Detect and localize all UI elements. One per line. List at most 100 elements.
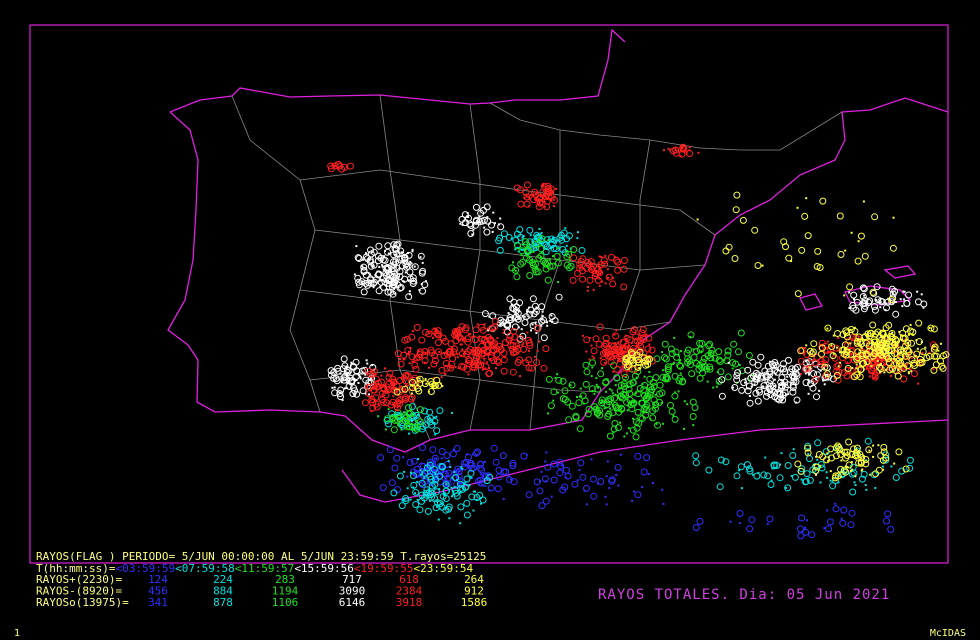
- strike: [841, 341, 849, 349]
- strike: [706, 380, 709, 383]
- strike: [353, 394, 356, 397]
- strike: [489, 340, 497, 348]
- strike: [806, 476, 814, 484]
- strike: [781, 368, 789, 376]
- strike: [853, 355, 861, 363]
- strike: [843, 448, 851, 456]
- strike: [764, 472, 772, 480]
- strike: [478, 335, 481, 338]
- strike: [755, 386, 763, 394]
- strike: [569, 276, 577, 284]
- strike: [546, 324, 549, 327]
- strike: [460, 466, 463, 469]
- strike: [488, 315, 491, 318]
- strike: [847, 326, 855, 333]
- strike: [441, 502, 443, 505]
- strike: [494, 222, 496, 225]
- strike: [570, 246, 578, 253]
- strike: [432, 464, 439, 472]
- strike: [900, 338, 903, 341]
- strike: [674, 391, 677, 394]
- strike: [858, 349, 861, 352]
- strike: [861, 297, 869, 304]
- strike: [550, 476, 558, 484]
- strike: [900, 364, 908, 372]
- strike: [832, 344, 840, 352]
- strike: [883, 371, 886, 374]
- strike: [662, 502, 665, 505]
- strike: [870, 365, 873, 368]
- strike: [529, 338, 532, 341]
- strike: [402, 495, 410, 502]
- strike: [614, 464, 622, 471]
- strike: [490, 357, 498, 365]
- strike: [438, 462, 446, 470]
- strike: [543, 201, 546, 203]
- strike: [397, 420, 400, 423]
- strike: [848, 328, 851, 331]
- strike: [712, 386, 715, 389]
- coastline: [169, 28, 626, 113]
- strike: [406, 475, 409, 478]
- strike: [710, 351, 713, 354]
- strike: [507, 316, 515, 324]
- strike: [863, 358, 871, 366]
- strike: [362, 253, 370, 261]
- strike: [402, 417, 409, 425]
- strike: [431, 495, 439, 503]
- strike: [797, 532, 805, 540]
- strike: [518, 247, 526, 255]
- strike: [392, 274, 400, 282]
- strike: [866, 329, 874, 337]
- strike: [617, 484, 620, 487]
- strike: [729, 520, 732, 523]
- strike: [522, 342, 525, 345]
- strike: [396, 414, 399, 416]
- strike: [590, 458, 593, 461]
- strike: [565, 250, 568, 253]
- strike: [740, 487, 743, 490]
- strike: [529, 295, 537, 303]
- strike: [482, 363, 490, 371]
- strike: [345, 386, 348, 389]
- strike: [472, 217, 480, 225]
- strike: [445, 484, 448, 487]
- strike: [340, 374, 348, 382]
- strike: [528, 364, 536, 372]
- strike: [441, 385, 444, 388]
- strike: [865, 299, 873, 306]
- strike: [484, 348, 492, 356]
- strike: [400, 428, 403, 431]
- strike: [874, 375, 877, 378]
- strike: [840, 517, 843, 520]
- strike: [711, 354, 719, 362]
- strike: [846, 283, 854, 291]
- strike: [679, 372, 682, 375]
- strike: [576, 425, 584, 433]
- strike: [545, 193, 553, 201]
- strike: [486, 347, 489, 350]
- strike: [561, 483, 569, 491]
- strike: [910, 370, 913, 373]
- strike: [372, 372, 375, 375]
- strike: [543, 205, 546, 208]
- strike: [520, 248, 523, 251]
- strike: [894, 337, 897, 340]
- strike: [622, 352, 624, 355]
- strike: [663, 149, 665, 152]
- strike: [821, 360, 829, 368]
- strike: [671, 415, 679, 423]
- strike: [748, 516, 756, 524]
- strike: [538, 235, 546, 243]
- strike: [459, 343, 462, 346]
- strike: [570, 254, 578, 262]
- strike: [602, 334, 610, 342]
- strike: [394, 417, 402, 424]
- strike: [845, 461, 853, 469]
- strike: [804, 526, 807, 529]
- strike: [351, 387, 359, 395]
- strike: [587, 286, 589, 288]
- strike: [542, 189, 545, 192]
- strike: [393, 388, 396, 391]
- strike: [384, 264, 392, 272]
